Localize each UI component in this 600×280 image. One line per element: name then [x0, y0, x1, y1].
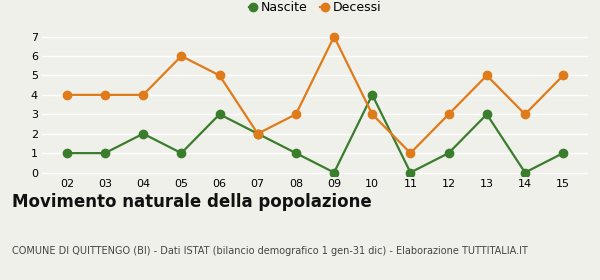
Nascite — [445, 151, 452, 155]
Nascite — [216, 113, 223, 116]
Nascite — [521, 171, 529, 174]
Nascite — [292, 151, 299, 155]
Nascite — [560, 151, 567, 155]
Nascite — [254, 132, 262, 135]
Decessi — [331, 35, 338, 38]
Nascite — [63, 151, 70, 155]
Decessi — [483, 74, 490, 77]
Text: Movimento naturale della popolazione: Movimento naturale della popolazione — [12, 193, 372, 211]
Decessi — [140, 93, 147, 97]
Line: Decessi: Decessi — [62, 32, 568, 157]
Decessi — [254, 132, 262, 135]
Nascite — [368, 93, 376, 97]
Decessi — [445, 113, 452, 116]
Decessi — [407, 151, 414, 155]
Nascite — [140, 132, 147, 135]
Decessi — [178, 54, 185, 58]
Nascite — [483, 113, 490, 116]
Legend: Nascite, Decessi: Nascite, Decessi — [244, 0, 386, 19]
Decessi — [101, 93, 109, 97]
Text: COMUNE DI QUITTENGO (BI) - Dati ISTAT (bilancio demografico 1 gen-31 dic) - Elab: COMUNE DI QUITTENGO (BI) - Dati ISTAT (b… — [12, 246, 528, 256]
Decessi — [63, 93, 70, 97]
Decessi — [216, 74, 223, 77]
Nascite — [178, 151, 185, 155]
Decessi — [560, 74, 567, 77]
Decessi — [368, 113, 376, 116]
Nascite — [407, 171, 414, 174]
Decessi — [292, 113, 299, 116]
Line: Nascite: Nascite — [62, 91, 568, 177]
Nascite — [331, 171, 338, 174]
Nascite — [101, 151, 109, 155]
Decessi — [521, 113, 529, 116]
